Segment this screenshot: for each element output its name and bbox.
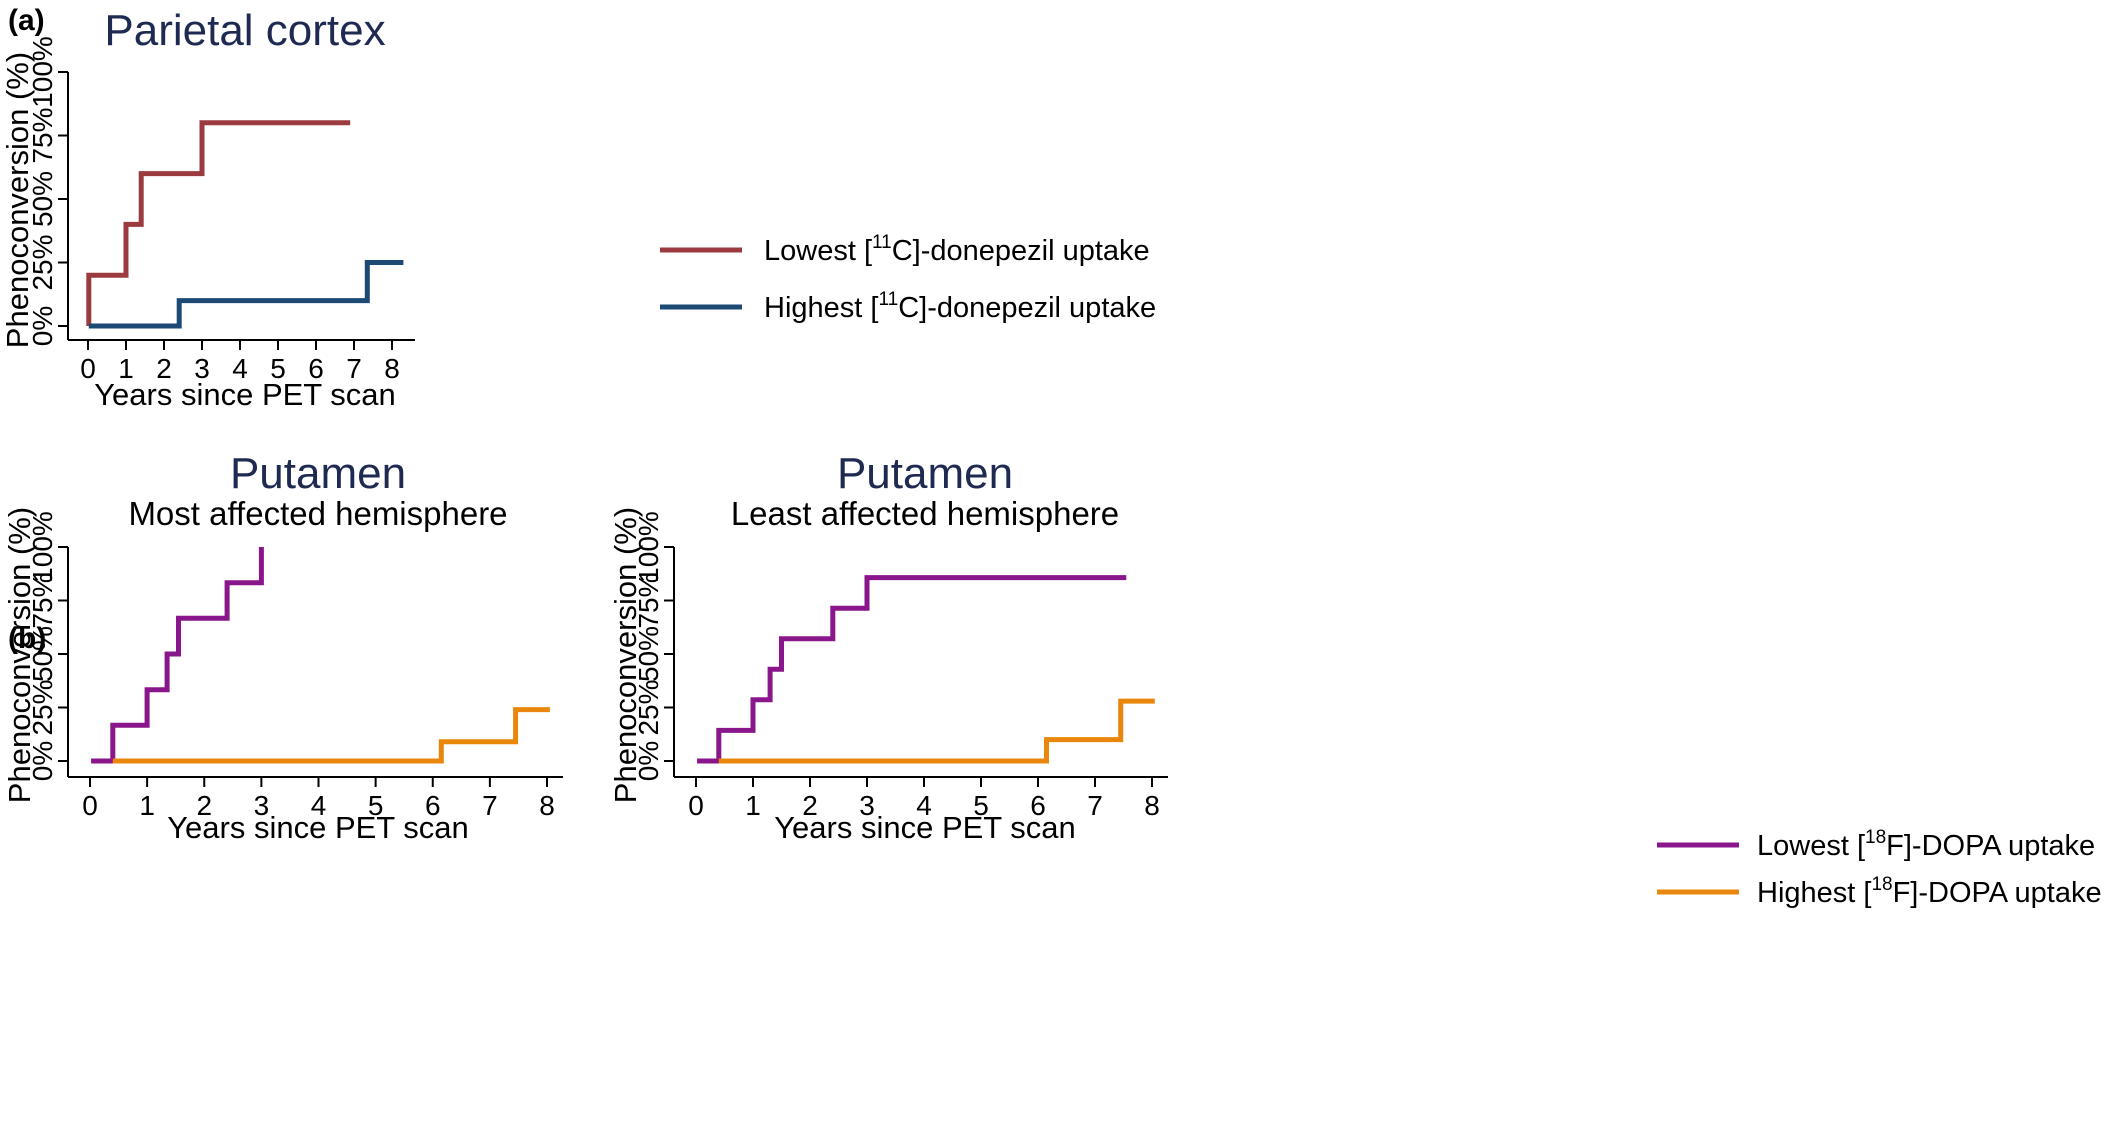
x-tick-label: 4 — [232, 353, 248, 384]
y-tick-label: 50% — [27, 171, 58, 227]
x-tick-label: 4 — [311, 790, 327, 821]
panel-label-b: (b) — [8, 622, 46, 655]
legend-entry-label: Lowest [11C]-donepezil uptake — [764, 232, 1150, 267]
x-tick-label: 0 — [80, 353, 96, 384]
chart-title: Putamen — [837, 449, 1013, 498]
x-tick-label: 6 — [425, 790, 441, 821]
x-axis-label: Years since PET scan — [774, 810, 1076, 845]
y-tick-label: 25% — [633, 679, 664, 735]
chart-subtitle: Most affected hemisphere — [128, 495, 507, 532]
legend-entry-label: Lowest [18F]-DOPA uptake — [1757, 827, 2095, 862]
x-tick-label: 3 — [194, 353, 210, 384]
series-line-lowest — [91, 547, 264, 764]
y-tick-label: 25% — [27, 679, 58, 735]
chart-title: Parietal cortex — [104, 6, 385, 55]
y-tick-label: 75% — [27, 572, 58, 628]
legend-a: Lowest [11C]-donepezil uptake Highest [11… — [660, 232, 1156, 324]
y-tick-label: 0% — [27, 741, 58, 781]
x-tick-label: 2 — [802, 790, 818, 821]
x-tick-label: 1 — [118, 353, 134, 384]
x-tick-label: 8 — [539, 790, 555, 821]
legend-entry-label: Highest [18F]-DOPA uptake — [1757, 874, 2102, 909]
y-tick-label: 0% — [633, 741, 664, 781]
x-tick-label: 6 — [1030, 790, 1046, 821]
x-tick-label: 7 — [346, 353, 362, 384]
x-tick-label: 6 — [308, 353, 324, 384]
chart-parietal-cortex: Parietal cortex 0 1 2 3 4 5 6 7 8 0% 25% 50% 75%100% Y… — [0, 6, 415, 412]
legend-b: Lowest [18F]-DOPA uptake Highest [18F]-DO… — [1657, 827, 2102, 909]
x-tick-label: 0 — [82, 790, 98, 821]
y-tick-label: 100% — [27, 511, 58, 583]
y-tick-label: 0% — [27, 306, 58, 346]
x-tick-label: 8 — [1144, 790, 1160, 821]
y-tick-label: 75% — [633, 572, 664, 628]
x-tick-label: 4 — [916, 790, 932, 821]
chart-subtitle: Least affected hemisphere — [731, 495, 1119, 532]
x-tick-label: 5 — [270, 353, 286, 384]
x-tick-label: 7 — [1087, 790, 1103, 821]
y-tick-label: 100% — [27, 36, 58, 108]
y-tick-label: 25% — [27, 234, 58, 290]
x-tick-label: 5 — [973, 790, 989, 821]
y-tick-label: 50% — [633, 626, 664, 682]
x-axis-label: Years since PET scan — [94, 377, 396, 412]
y-tick-label: 100% — [633, 511, 664, 583]
x-tick-label: 3 — [254, 790, 270, 821]
panel-label-a: (a) — [8, 4, 45, 37]
x-tick-label: 8 — [384, 353, 400, 384]
series-line-lowest — [86, 120, 351, 326]
x-tick-label: 2 — [156, 353, 172, 384]
legend-entry-label: Highest [11C]-donepezil uptake — [764, 289, 1156, 324]
series-line-lowest — [697, 575, 1127, 764]
x-tick-label: 5 — [368, 790, 384, 821]
series-line-highest — [718, 698, 1155, 764]
x-axis-label: Years since PET scan — [167, 810, 469, 845]
x-tick-label: 3 — [859, 790, 875, 821]
y-tick-label: 75% — [27, 107, 58, 163]
y-tick-label: 50% — [27, 626, 58, 682]
x-tick-label: 0 — [688, 790, 704, 821]
y-axis-label: Phenoconversion (%) — [608, 507, 643, 803]
series-line-highest — [112, 707, 550, 764]
chart-title: Putamen — [230, 449, 406, 498]
y-axis-label: Phenoconversion (%) — [0, 52, 35, 348]
x-tick-label: 2 — [196, 790, 212, 821]
series-line-highest — [88, 260, 404, 329]
x-tick-label: 1 — [139, 790, 155, 821]
x-tick-label: 7 — [482, 790, 498, 821]
y-axis-label: Phenoconversion (%) — [2, 507, 37, 803]
x-tick-label: 1 — [745, 790, 761, 821]
